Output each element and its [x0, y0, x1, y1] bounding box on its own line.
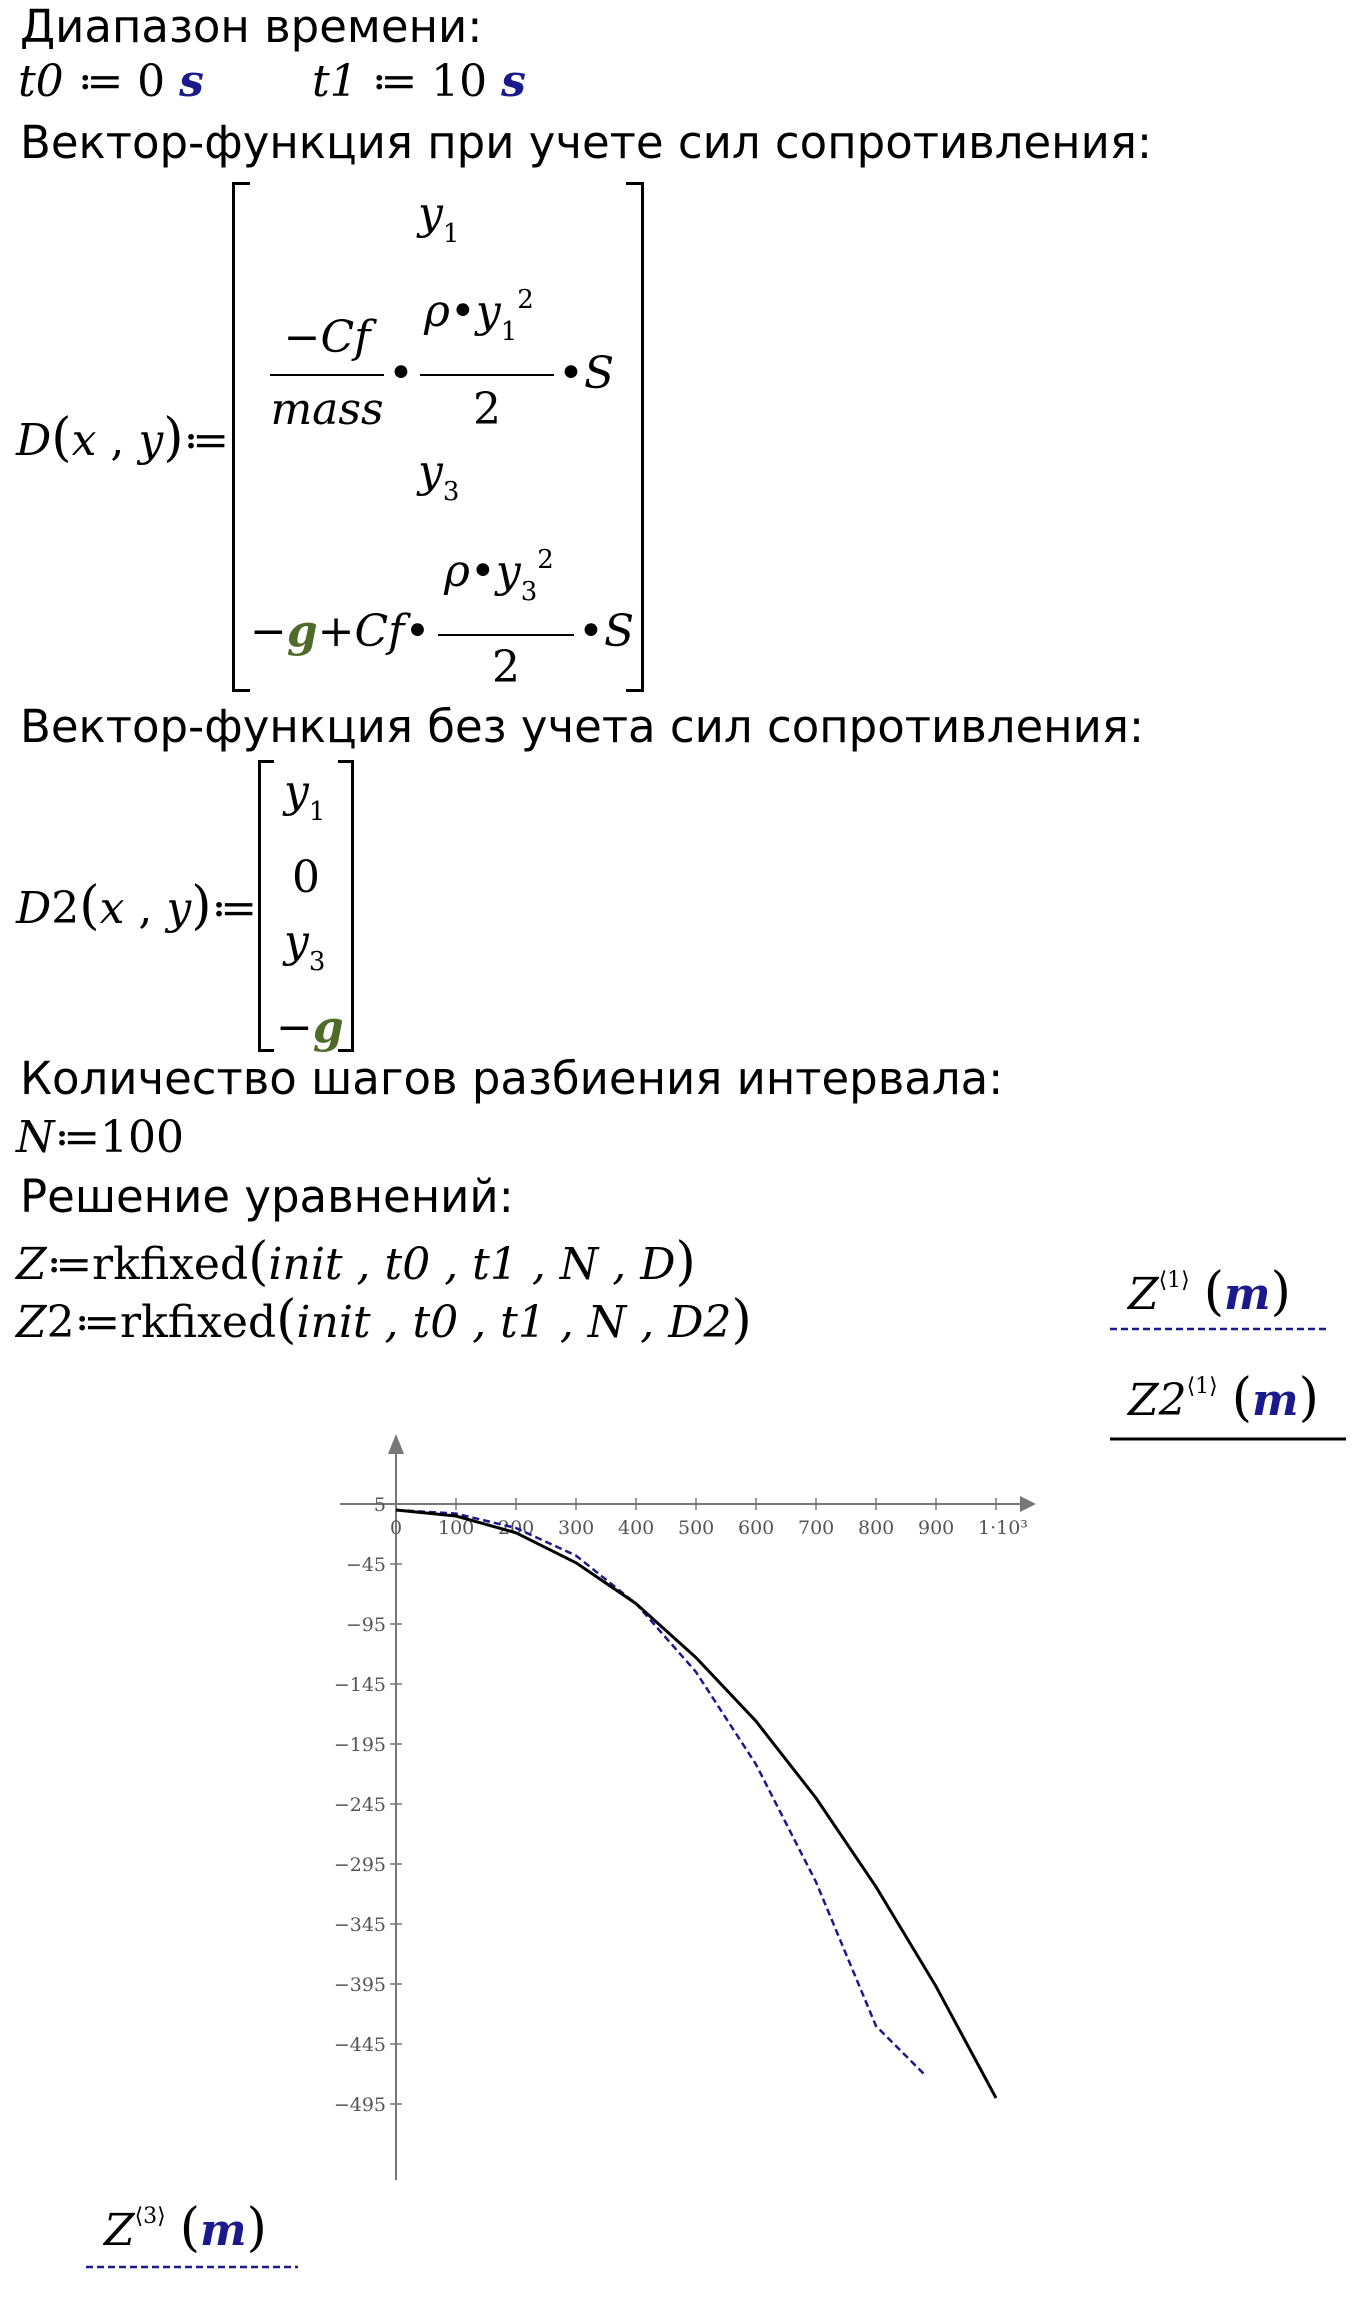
y-tick-label-0: 5	[374, 1494, 386, 1516]
label-time-range: Диапазон времени:	[20, 0, 483, 53]
legend-z1[interactable]: Z⟨1⟩ (m)	[1128, 1262, 1291, 1322]
z2-fn: rkfixed	[120, 1297, 277, 1348]
x-tick-label-1: 100	[438, 1517, 474, 1539]
N-value: 100	[99, 1112, 184, 1163]
label-solution: Решение уравнений:	[20, 1170, 514, 1223]
legend-z1-sup: ⟨1⟩	[1158, 1268, 1190, 1293]
legend-z2-var: Z2	[1128, 1375, 1187, 1426]
def-t1[interactable]: t1 ≔ 10 s	[312, 60, 526, 104]
t1-assign: ≔	[371, 56, 418, 107]
t1-unit: s	[501, 56, 526, 107]
t0-assign: ≔	[77, 56, 124, 107]
D-row-2-frac-line	[270, 374, 384, 376]
x-tick-label-8: 800	[858, 1517, 894, 1539]
y-tick-label-4: −195	[334, 1734, 386, 1756]
label-steps-count: Количество шагов разбиения интервала:	[20, 1052, 1004, 1105]
y-tick-label-7: −345	[334, 1914, 386, 1936]
legend-z1-unit: m	[1224, 1269, 1271, 1320]
def-Z[interactable]: Z≔rkfixed(init , t0 , t1 , N , D)	[16, 1232, 696, 1292]
series-z2-nodrag-line	[395, 1508, 998, 2099]
D2-bracket-left	[258, 760, 274, 1052]
D-row-2-frac-num: −Cf	[283, 312, 371, 363]
x-tick-label-3: 300	[558, 1517, 594, 1539]
series-z1-drag-line	[395, 1508, 925, 2075]
def-Z2[interactable]: Z2≔rkfixed(init , t0 , t1 , N , D2)	[16, 1290, 752, 1350]
y-tick-label-5: −245	[334, 1794, 386, 1816]
legend-z1-var: Z	[1128, 1269, 1159, 1320]
D-row-3: y3	[418, 446, 460, 507]
y-tick-label-1: −45	[346, 1554, 386, 1576]
D-row-2-frac-den: mass	[270, 384, 384, 435]
x-axis-arrow	[1020, 1496, 1036, 1512]
D-row-4-frac-den: 2	[492, 642, 520, 693]
legend-z2-unit: m	[1252, 1375, 1299, 1426]
x-axis-label-line	[86, 2265, 298, 2269]
x-axis-label[interactable]: Z⟨3⟩ (m)	[104, 2198, 267, 2258]
D-row-2-S: •S	[558, 348, 615, 399]
def-N[interactable]: N≔100	[16, 1116, 184, 1160]
D2-lhs: D2(x , y)≔	[16, 876, 257, 936]
t1-value: 10	[431, 56, 488, 107]
t0-name: t0	[18, 56, 64, 107]
D2-row-2: 0	[292, 852, 320, 903]
t0-unit: s	[179, 56, 204, 107]
D-row-4-frac-line	[438, 634, 574, 636]
D-row-1: y1	[418, 188, 460, 249]
label-vector-without-drag: Вектор-функция без учета сил сопротивлен…	[20, 700, 1145, 753]
D2-bracket-right	[338, 760, 354, 1052]
N-name: N	[16, 1112, 55, 1163]
y-axis-arrow	[388, 1434, 404, 1454]
z-fn: rkfixed	[92, 1239, 249, 1290]
y-tick-label-10: −495	[334, 2094, 386, 2116]
D-lhs: D(x , y)≔	[16, 408, 229, 468]
D-row-4-frac-num: ρ•y32	[444, 545, 554, 607]
legend-z3-unit: m	[200, 2205, 247, 2256]
def-t0[interactable]: t0 ≔ 0 s	[18, 60, 204, 104]
legend-z2[interactable]: Z2⟨1⟩ (m)	[1128, 1368, 1319, 1428]
legend-z2-sup: ⟨1⟩	[1186, 1374, 1218, 1399]
D2-row-1: y1	[284, 766, 326, 827]
x-tick-label-6: 600	[738, 1517, 774, 1539]
y-tick-label-6: −295	[334, 1854, 386, 1876]
D-row-2-dot: •	[388, 348, 414, 399]
y-tick-label-2: −95	[346, 1614, 386, 1636]
D-row-2-frac2-den: 2	[473, 384, 501, 435]
N-assign: ≔	[54, 1112, 100, 1163]
x-tick-label-0: 0	[390, 1517, 402, 1539]
x-tick-label-7: 700	[798, 1517, 834, 1539]
y-tick-label-8: −395	[334, 1974, 386, 1996]
z-args: init , t0 , t1 , N , D	[268, 1239, 676, 1290]
D-row-4-lhs: −g+Cf•	[250, 606, 431, 657]
D-row-4-S: •S	[578, 606, 635, 657]
D-bracket-left	[232, 182, 250, 692]
z2-args: init , t0 , t1 , N , D2	[296, 1297, 732, 1348]
t0-value: 0	[137, 56, 166, 107]
D-row-2-frac2-num: ρ•y12	[424, 285, 534, 347]
y-tick-label-3: −145	[334, 1674, 386, 1696]
D2-row-4: −g	[276, 1002, 344, 1053]
x-tick-label-9: 900	[918, 1517, 954, 1539]
x-tick-label-5: 500	[678, 1517, 714, 1539]
x-tick-label-10: 1·10³	[978, 1517, 1028, 1539]
legend-z3-sup: ⟨3⟩	[134, 2204, 166, 2229]
y-tick-label-9: −445	[334, 2034, 386, 2056]
D-bracket-right	[626, 182, 644, 692]
trajectory-chart[interactable]: 0 100 200 300 400 500 600 700 800 900 1·10³5−45−95…	[320, 1420, 1080, 2190]
legend-z1-line	[1110, 1327, 1326, 1331]
x-tick-label-4: 400	[618, 1517, 654, 1539]
legend-z3-var: Z	[104, 2205, 135, 2256]
D2-row-3: y3	[284, 916, 326, 977]
legend-z2-line	[1110, 1437, 1346, 1441]
D-row-2-frac2-line	[420, 374, 554, 376]
t1-name: t1	[312, 56, 358, 107]
label-vector-with-drag: Вектор-функция при учете сил сопротивлен…	[20, 116, 1153, 169]
